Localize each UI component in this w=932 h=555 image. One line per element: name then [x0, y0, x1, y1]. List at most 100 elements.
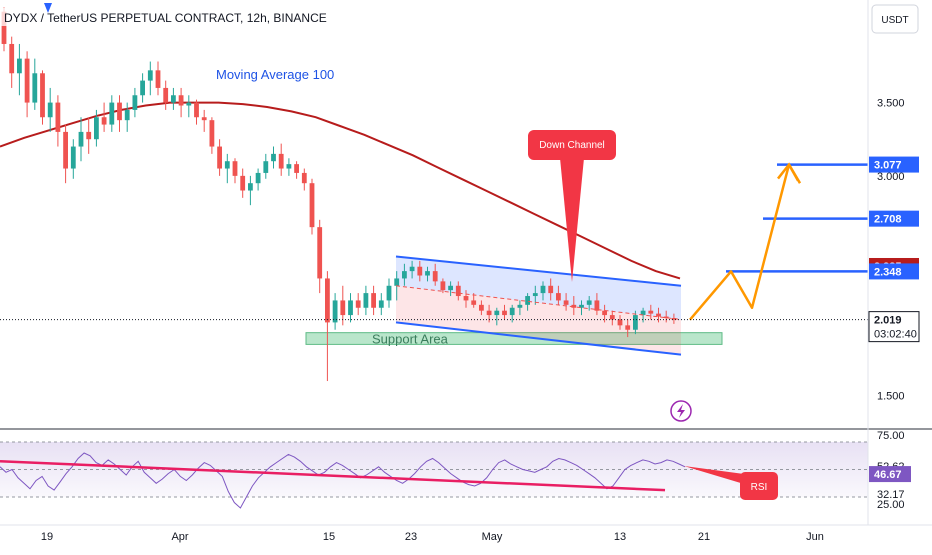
chart-marker-icon: [44, 3, 52, 13]
rsi-tick-label: 75.00: [877, 430, 905, 442]
candle-body: [402, 271, 407, 279]
channel-middle-line: [395, 285, 682, 320]
candle-body: [278, 153, 284, 169]
candle: [278, 143, 284, 176]
lightning-icon[interactable]: [670, 400, 692, 422]
time-tick-label: 19: [41, 531, 53, 543]
candle-body: [386, 285, 392, 301]
rsi-value-text: 46.67: [874, 469, 902, 481]
candle-body: [563, 300, 569, 305]
currency-button[interactable]: USDT: [871, 4, 919, 34]
candle-body: [224, 161, 230, 169]
rsi-pane: RSI: [0, 441, 868, 509]
time-axis[interactable]: 19 Apr 15 23 May 13 21 Jun: [0, 524, 932, 543]
candle-body: [448, 285, 453, 291]
candle: [94, 109, 99, 147]
support-area-label: Support Area: [372, 331, 449, 346]
price-tag-box: [868, 311, 920, 343]
candle: [78, 117, 84, 162]
support-area: Support Area: [305, 331, 723, 346]
candle-body: [625, 325, 631, 330]
candle-body: [40, 73, 45, 118]
candle-body: [32, 73, 38, 103]
price-tick-label: 3.500: [877, 98, 905, 110]
candle-body: [355, 300, 361, 308]
candle: [448, 281, 453, 297]
candle: [471, 293, 477, 308]
candle: [309, 178, 315, 235]
time-axis-ticks: 19 Apr 15 23 May 13 21 Jun: [41, 531, 824, 543]
candle-body: [440, 281, 446, 291]
candle-body: [17, 58, 22, 74]
candle-body: [271, 153, 276, 162]
price-tag-level: 2.708: [869, 210, 919, 227]
candle-body: [101, 117, 107, 125]
moving-average-label: Moving Average 100: [216, 67, 334, 82]
candle-body: [656, 313, 661, 317]
candle: [240, 168, 246, 198]
candle: [317, 219, 323, 294]
candle-body: [240, 175, 246, 191]
channel-lower-line: [395, 321, 682, 356]
candle: [24, 51, 30, 118]
candle: [294, 161, 299, 179]
candle: [363, 285, 369, 316]
candle-body: [348, 300, 353, 316]
candle-body: [70, 146, 76, 169]
candle-body: [586, 300, 592, 305]
candle: [355, 293, 361, 316]
candle-body: [132, 95, 138, 110]
candle-body: [579, 304, 584, 308]
candle: [163, 80, 169, 110]
candle-body: [479, 304, 484, 311]
candles: [1, 7, 677, 382]
candle-body: [540, 285, 546, 294]
price-tag-value: 2.708: [874, 214, 902, 226]
candle-body: [633, 315, 638, 330]
price-axis-ticks: 3.500 3.000 1.500: [877, 98, 905, 403]
candle: [648, 304, 654, 320]
rsi-callout-pointer: [684, 466, 744, 484]
candle: [340, 285, 346, 326]
candle: [517, 300, 523, 316]
candle-body: [1, 11, 7, 44]
candle-body: [232, 161, 238, 176]
candle-body: [332, 300, 338, 323]
candle: [509, 304, 515, 323]
time-tick-label: 21: [698, 531, 710, 543]
candle: [40, 70, 45, 125]
price-tag-level: 2.348: [869, 263, 919, 280]
price-tag-value: 2.019: [874, 315, 902, 327]
candle: [63, 124, 68, 184]
rsi-trendline: [0, 460, 666, 492]
price-tag-value: 3.077: [874, 160, 902, 172]
candle-body: [163, 87, 169, 103]
price-tag-last: 2.019 03:02:40: [868, 311, 920, 343]
candle: [301, 168, 307, 191]
rsi-callout-label: RSI: [751, 482, 768, 493]
candle-body: [432, 271, 438, 282]
candle-body: [425, 271, 430, 276]
candle-body: [363, 293, 369, 308]
candle: [147, 61, 153, 96]
candle: [224, 153, 230, 184]
candle-body: [502, 310, 507, 316]
candle: [532, 285, 538, 305]
candle: [17, 43, 22, 96]
candle-body: [255, 172, 261, 184]
candle-body: [471, 300, 477, 305]
candle-body: [140, 80, 145, 96]
candle: [248, 175, 253, 206]
candle: [540, 281, 546, 301]
candle-body: [209, 120, 215, 147]
candle-body: [194, 102, 199, 118]
candle-body: [155, 70, 161, 88]
candle-body: [124, 109, 130, 121]
candle-body: [286, 164, 292, 169]
candle: [348, 293, 353, 323]
candle-body: [602, 310, 607, 316]
channel-upper-fill: [396, 256, 681, 320]
candle: [186, 95, 192, 118]
